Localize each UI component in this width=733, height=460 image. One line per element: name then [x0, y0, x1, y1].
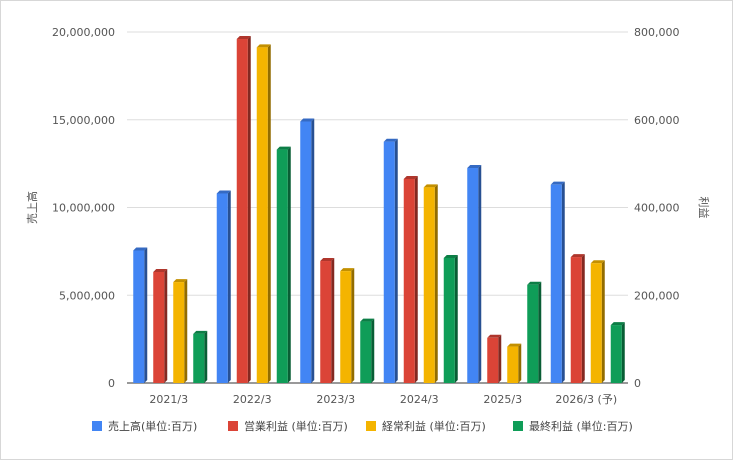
bar-side: [351, 268, 355, 383]
bar-side: [621, 322, 625, 383]
bar-top: [423, 184, 438, 188]
bar: [610, 325, 622, 383]
bar-side: [267, 44, 271, 383]
y-right-tick-label: 200,000: [634, 289, 680, 302]
bar-top: [320, 258, 335, 262]
bar: [590, 263, 602, 383]
bar-side: [478, 165, 482, 383]
bar: [173, 282, 185, 383]
bar-top: [276, 146, 291, 150]
bar-side: [371, 318, 375, 383]
bar-top: [550, 181, 565, 185]
bar-top: [173, 279, 188, 283]
bar-top: [133, 247, 148, 251]
bar-side: [247, 36, 251, 384]
bar-side: [581, 254, 585, 383]
bar-side: [184, 279, 188, 383]
bar: [383, 141, 395, 383]
x-tick-label: 2024/3: [400, 393, 439, 406]
bar-top: [467, 165, 482, 169]
bar-top: [527, 281, 542, 285]
bar: [527, 284, 539, 383]
bar-side: [287, 146, 291, 383]
bar: [423, 187, 435, 383]
bar: [256, 47, 268, 383]
bar-side: [311, 118, 315, 383]
bar: [507, 346, 519, 383]
bar-side: [414, 175, 418, 383]
legend-swatch: [92, 421, 102, 431]
y-right-tick-label: 600,000: [634, 114, 680, 127]
bar: [550, 184, 562, 383]
bar: [300, 121, 312, 383]
bar-top: [360, 318, 375, 322]
bar-top: [236, 36, 251, 40]
legend-label: 最終利益 (単位:百万): [529, 419, 633, 433]
bar-side: [331, 258, 335, 383]
bar-side: [434, 184, 438, 383]
bar-top: [256, 44, 271, 48]
y-left-tick-label: 10,000,000: [52, 202, 115, 215]
legend-swatch: [366, 421, 376, 431]
y-left-tick-label: 0: [108, 377, 115, 390]
y-right-axis-title: 利益: [697, 197, 711, 219]
x-tick-label: 2025/3: [483, 393, 522, 406]
legend-swatch: [513, 421, 523, 431]
bar: [216, 193, 228, 383]
bar-top: [590, 260, 605, 264]
legend-label: 経常利益 (単位:百万): [382, 419, 486, 433]
y-left-tick-label: 20,000,000: [52, 26, 115, 39]
bar-side: [498, 334, 502, 383]
bar: [443, 257, 455, 383]
bar-side: [144, 247, 148, 383]
bar: [153, 271, 165, 383]
bar-top: [153, 268, 168, 272]
x-tick-label: 2023/3: [316, 393, 355, 406]
legend-label: 売上高(単位:百万): [108, 419, 197, 433]
bar: [236, 39, 248, 384]
bar-top: [610, 322, 625, 326]
bar-side: [204, 330, 208, 383]
legend-label: 営業利益 (単位:百万): [244, 419, 348, 433]
bar-side: [394, 138, 398, 383]
y-left-tick-label: 5,000,000: [59, 289, 115, 302]
bar-side: [518, 343, 522, 383]
bar-top: [487, 334, 502, 338]
bar-top: [300, 118, 315, 122]
bar-side: [227, 190, 231, 383]
y-left-tick-label: 15,000,000: [52, 114, 115, 127]
bar: [193, 333, 205, 383]
x-tick-label: 2026/3 (予): [555, 393, 617, 406]
bar-top: [193, 330, 208, 334]
bar: [340, 271, 352, 383]
y-left-axis-title: 売上高: [25, 191, 39, 224]
y-right-tick-label: 0: [634, 377, 641, 390]
bar-side: [561, 181, 565, 383]
bar-side: [538, 281, 542, 383]
bar-top: [340, 268, 355, 272]
bar: [276, 149, 288, 383]
bar-top: [403, 175, 418, 179]
y-right-tick-label: 800,000: [634, 26, 680, 39]
bar: [320, 261, 332, 383]
x-tick-label: 2022/3: [233, 393, 272, 406]
bar-top: [443, 254, 458, 258]
bar-side: [454, 254, 458, 383]
bar-top: [507, 343, 522, 347]
x-tick-label: 2021/3: [149, 393, 188, 406]
bar: [403, 178, 415, 383]
bar-side: [164, 268, 168, 383]
bar: [487, 337, 499, 383]
bar: [467, 168, 479, 383]
legend-swatch: [228, 421, 238, 431]
bar-side: [601, 260, 605, 383]
bar: [360, 321, 372, 383]
bar-top: [570, 254, 585, 258]
y-right-tick-label: 400,000: [634, 202, 680, 215]
bar: [570, 257, 582, 383]
bar-top: [383, 138, 398, 142]
bar: [133, 250, 145, 383]
bar-top: [216, 190, 231, 194]
